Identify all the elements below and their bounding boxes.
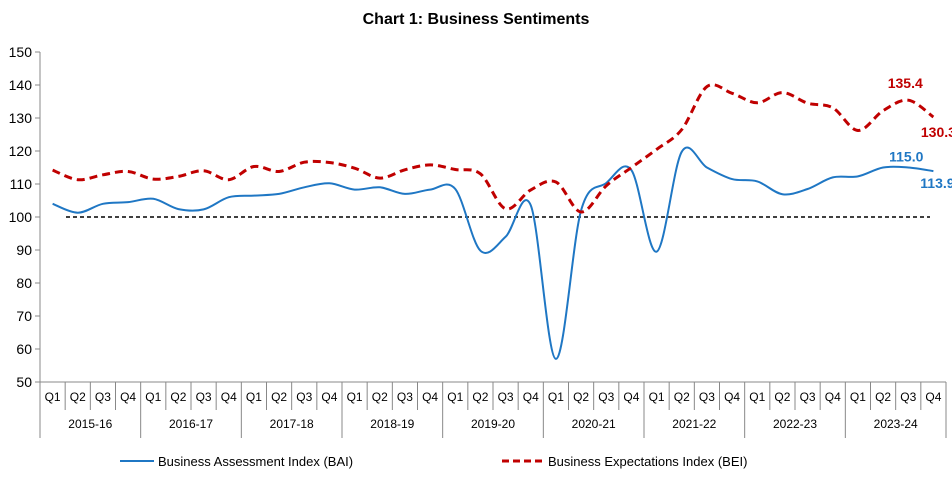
- y-tick-label: 120: [9, 143, 33, 159]
- year-label: 2022-23: [773, 417, 817, 431]
- quarter-label: Q4: [120, 390, 136, 404]
- quarter-label: Q3: [800, 390, 816, 404]
- year-label: 2016-17: [169, 417, 213, 431]
- y-tick-label: 110: [10, 176, 33, 192]
- quarter-label: Q3: [498, 390, 514, 404]
- y-tick-label: 70: [16, 308, 32, 324]
- quarter-label: Q1: [145, 390, 161, 404]
- year-label: 2019-20: [471, 417, 515, 431]
- quarter-label: Q4: [925, 390, 941, 404]
- y-tick-label: 90: [16, 242, 32, 258]
- quarter-label: Q3: [699, 390, 715, 404]
- y-tick-label: 60: [16, 341, 32, 357]
- y-tick-label: 50: [16, 374, 32, 390]
- bei-series-line: [52, 83, 935, 214]
- y-axis: 50 60 70 80 90 100 110 120 130 140 150: [9, 44, 41, 390]
- quarter-label: Q3: [196, 390, 212, 404]
- y-tick-label: 80: [16, 275, 32, 291]
- y-tick-label: 150: [9, 44, 33, 60]
- quarter-label: Q3: [598, 390, 614, 404]
- quarter-label: Q2: [170, 390, 186, 404]
- x-axis: Q1 Q2 Q3 Q4 Q1 Q2 Q3 Q4 Q1 Q2 Q3 Q4 Q1 Q2 Q3 Q4 Q1 Q2 Q3 Q4…: [39, 381, 947, 438]
- quarter-label: Q4: [221, 390, 237, 404]
- bai-series-line: [52, 146, 934, 360]
- quarter-label: Q4: [724, 390, 740, 404]
- chart-title: Chart 1: Business Sentiments: [363, 11, 590, 28]
- quarter-label: Q2: [70, 390, 86, 404]
- year-label: 2018-19: [370, 417, 414, 431]
- y-tick-label: 140: [9, 77, 33, 93]
- legend-label: Business Expectations Index (BEI): [548, 454, 747, 469]
- quarter-label: Q2: [774, 390, 790, 404]
- quarter-label: Q2: [472, 390, 488, 404]
- year-label: 2020-21: [572, 417, 616, 431]
- data-label: 130.3: [921, 124, 952, 140]
- year-label: 2021-22: [672, 417, 716, 431]
- quarter-label: Q3: [95, 390, 111, 404]
- quarter-label: Q4: [623, 390, 639, 404]
- quarter-label: Q4: [523, 390, 539, 404]
- quarter-label: Q3: [296, 390, 312, 404]
- data-label: 135.4: [888, 75, 923, 91]
- quarter-label: Q1: [749, 390, 765, 404]
- quarter-label: Q1: [649, 390, 665, 404]
- year-label: 2023-24: [874, 417, 918, 431]
- quarter-label: Q2: [573, 390, 589, 404]
- quarter-label: Q4: [422, 390, 438, 404]
- y-tick-label: 100: [9, 209, 33, 225]
- quarter-label: Q2: [875, 390, 891, 404]
- quarter-label: Q4: [825, 390, 841, 404]
- quarter-label: Q1: [246, 390, 262, 404]
- quarter-label: Q1: [447, 390, 463, 404]
- data-label: 113.9: [920, 175, 952, 191]
- quarter-label: Q1: [45, 390, 61, 404]
- quarter-label: Q3: [397, 390, 413, 404]
- quarter-label: Q1: [347, 390, 363, 404]
- year-label: 2017-18: [270, 417, 314, 431]
- series-lines: [52, 83, 935, 360]
- year-label: 2015-16: [68, 417, 112, 431]
- quarter-label: Q4: [321, 390, 337, 404]
- quarter-label: Q2: [271, 390, 287, 404]
- legend-label: Business Assessment Index (BAI): [158, 454, 353, 469]
- legend: Business Assessment Index (BAI) Business …: [120, 454, 747, 469]
- quarter-label: Q1: [850, 390, 866, 404]
- data-labels: 115.0 113.9 135.4 130.3: [888, 75, 952, 191]
- y-tick-label: 130: [9, 110, 33, 126]
- quarter-label: Q2: [674, 390, 690, 404]
- quarter-label: Q2: [372, 390, 388, 404]
- data-label: 115.0: [889, 149, 923, 165]
- quarter-label: Q3: [900, 390, 916, 404]
- quarter-label: Q1: [548, 390, 564, 404]
